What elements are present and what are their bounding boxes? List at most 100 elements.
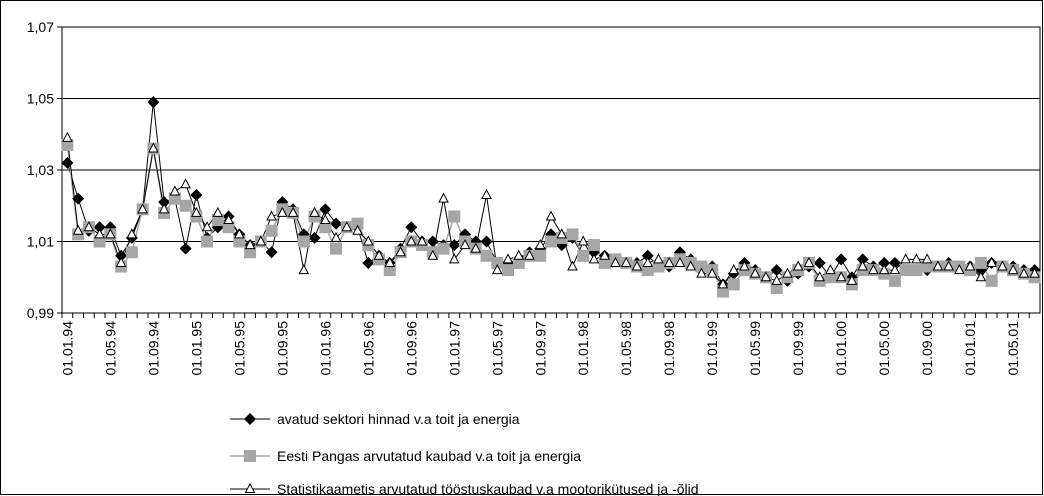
marker-triangle xyxy=(137,203,148,214)
marker-triangle xyxy=(62,131,73,142)
legend-label: avatud sektori hinnad v.a toit ja energi… xyxy=(277,411,520,427)
marker-diamond xyxy=(362,256,375,269)
marker-square xyxy=(319,221,332,234)
marker-triangle xyxy=(233,228,245,239)
marker-triangle xyxy=(663,256,675,267)
marker-triangle xyxy=(481,188,492,200)
marker-triangle xyxy=(362,235,374,246)
marker-triangle xyxy=(642,256,654,267)
legend-label: Eesti Pangas arvutatud kaubad v.a toit j… xyxy=(277,448,581,464)
marker-triangle xyxy=(191,206,202,217)
marker-triangle xyxy=(416,235,428,246)
marker-triangle xyxy=(986,256,997,267)
x-tick-label: 01.09.98 xyxy=(661,321,677,376)
marker-diamond xyxy=(93,221,106,234)
marker-triangle xyxy=(212,206,224,217)
marker-triangle xyxy=(954,264,965,275)
marker-triangle xyxy=(255,235,267,246)
marker-triangle xyxy=(556,228,568,239)
marker-triangle xyxy=(72,224,84,235)
marker-triangle xyxy=(126,228,138,239)
marker-triangle xyxy=(438,192,449,203)
marker-triangle xyxy=(567,260,578,271)
marker-square xyxy=(641,264,654,277)
marker-square xyxy=(598,256,611,269)
marker-diamond xyxy=(179,242,192,255)
marker-diamond xyxy=(480,235,493,248)
marker-square xyxy=(222,221,235,234)
marker-triangle xyxy=(911,253,922,264)
x-tick-label: 01.01.98 xyxy=(575,321,591,376)
marker-triangle xyxy=(599,249,611,260)
legend-marker xyxy=(244,450,256,462)
marker-square xyxy=(265,224,278,237)
marker-triangle xyxy=(868,264,879,275)
marker-triangle xyxy=(534,239,546,250)
marker-diamond xyxy=(330,217,343,230)
marker-diamond xyxy=(147,96,160,109)
marker-triangle xyxy=(502,253,514,264)
marker-triangle xyxy=(223,213,234,225)
marker-square xyxy=(921,260,934,273)
marker-triangle xyxy=(921,253,933,264)
marker-square xyxy=(824,271,837,284)
x-tick-label: 01.05.00 xyxy=(876,321,892,376)
marker-triangle xyxy=(309,206,320,217)
x-tick-label: 01.05.95 xyxy=(231,321,247,376)
x-tick-label: 01.01.99 xyxy=(704,321,720,376)
marker-square xyxy=(716,285,729,298)
marker-triangle xyxy=(427,249,439,260)
marker-triangle xyxy=(105,228,116,239)
marker-square xyxy=(974,256,987,269)
marker-square xyxy=(125,246,138,259)
marker-square xyxy=(512,256,525,269)
marker-triangle xyxy=(115,256,127,267)
x-tick-label: 01.01.96 xyxy=(317,321,333,376)
y-tick-label: 1,01 xyxy=(27,234,54,250)
marker-triangle xyxy=(739,260,750,271)
marker-triangle xyxy=(964,260,976,271)
x-tick-label: 01.01.97 xyxy=(446,321,462,376)
x-tick-label: 01.09.96 xyxy=(403,321,419,376)
x-tick-label: 01.09.99 xyxy=(790,321,806,376)
marker-triangle xyxy=(298,264,310,275)
marker-triangle xyxy=(169,185,181,196)
marker-triangle xyxy=(835,271,847,282)
marker-triangle xyxy=(975,271,987,282)
marker-triangle xyxy=(706,267,718,278)
marker-triangle xyxy=(997,260,1008,271)
marker-diamond xyxy=(813,256,826,269)
marker-square xyxy=(480,249,493,262)
marker-square xyxy=(985,274,998,287)
marker-triangle xyxy=(470,242,482,253)
x-tick-label: 01.09.00 xyxy=(919,321,935,376)
marker-square xyxy=(179,199,192,212)
marker-square xyxy=(351,217,364,230)
x-tick-label: 01.01.94 xyxy=(59,321,75,376)
marker-square xyxy=(383,264,396,277)
x-tick-label: 01.01.01 xyxy=(962,321,978,376)
marker-triangle xyxy=(846,274,858,285)
marker-triangle xyxy=(287,206,299,217)
marker-square xyxy=(587,239,600,252)
marker-square xyxy=(888,274,901,287)
marker-square xyxy=(297,235,310,248)
legend-label: Statistikaametis arvutatud tööstuskaubad… xyxy=(277,481,699,496)
marker-square xyxy=(448,210,461,223)
y-tick-label: 1,07 xyxy=(27,19,54,35)
marker-triangle xyxy=(384,256,396,267)
marker-diamond xyxy=(72,192,85,205)
marker-square xyxy=(566,228,579,241)
marker-diamond xyxy=(770,264,783,277)
marker-triangle xyxy=(545,210,557,221)
marker-triangle xyxy=(373,249,385,260)
marker-square xyxy=(491,256,504,269)
marker-triangle xyxy=(878,264,890,275)
marker-triangle xyxy=(319,213,331,225)
marker-square xyxy=(168,192,181,205)
marker-triangle xyxy=(395,246,406,257)
marker-triangle xyxy=(685,260,697,271)
marker-diamond xyxy=(888,256,901,269)
marker-triangle xyxy=(352,224,363,235)
